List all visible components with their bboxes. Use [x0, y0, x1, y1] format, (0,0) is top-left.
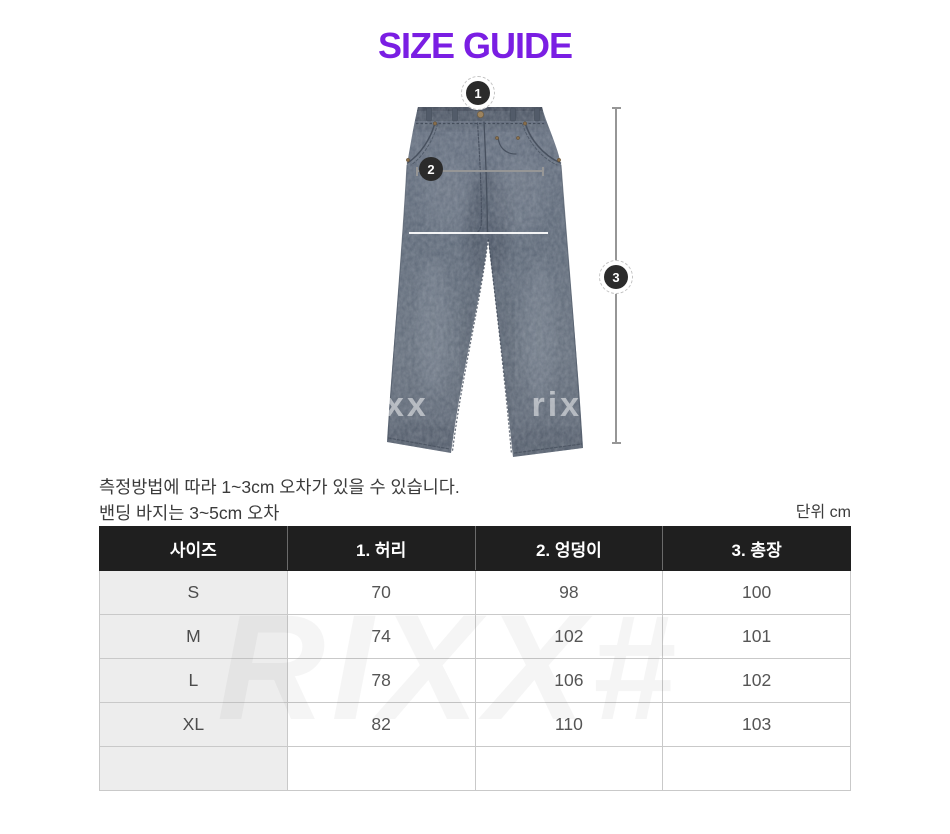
size-guide-page: SIZE GUIDE: [0, 26, 950, 834]
col-header-hip: 2. 엉덩이: [474, 526, 664, 571]
tick: [416, 167, 418, 176]
cell-length: 103: [662, 702, 851, 747]
table-row-empty: [99, 746, 851, 791]
cell-waist: 74: [286, 614, 476, 659]
jeans-photo: [387, 107, 583, 457]
cell-size: S: [99, 570, 288, 615]
col-header-size: 사이즈: [99, 526, 288, 571]
col-header-waist: 1. 허리: [286, 526, 476, 571]
image-watermark-left: xx: [385, 386, 429, 424]
product-figure: 1 2 3 xx rixx: [0, 76, 950, 470]
measurement-notes: 측정방법에 따라 1~3cm 오차가 있을 수 있습니다. 밴딩 바지는 3~5…: [99, 474, 851, 526]
cell-size: XL: [99, 702, 288, 747]
tick: [612, 107, 621, 109]
tick: [612, 442, 621, 444]
marker-2-hip-badge: 2: [419, 157, 443, 181]
table-row: S 70 98 100: [99, 570, 851, 615]
cell-length: 102: [662, 658, 851, 703]
size-table-section: 사이즈 1. 허리 2. 엉덩이 3. 총장 S 70 98 100 M 74 …: [99, 526, 851, 791]
table-row: L 78 106 102: [99, 658, 851, 703]
unit-label: 단위 cm: [795, 504, 851, 521]
note-banding: 밴딩 바지는 3~5cm 오차: [99, 503, 280, 523]
cell-hip: 98: [474, 570, 664, 615]
cell-size: L: [99, 658, 288, 703]
marker-1-waist-badge: 1: [461, 76, 495, 110]
note-tolerance: 측정방법에 따라 1~3cm 오차가 있을 수 있습니다.: [99, 477, 460, 497]
cell-hip: 102: [474, 614, 664, 659]
table-header-row: 사이즈 1. 허리 2. 엉덩이 3. 총장: [99, 526, 851, 571]
cell-waist: 82: [286, 702, 476, 747]
image-watermark: xx rixx: [385, 386, 604, 425]
image-watermark-right: rixx: [531, 386, 604, 424]
cell-hip: [474, 746, 664, 791]
col-header-length: 3. 총장: [662, 526, 851, 571]
cell-waist: [286, 746, 476, 791]
tick: [542, 167, 544, 176]
size-table: 사이즈 1. 허리 2. 엉덩이 3. 총장 S 70 98 100 M 74 …: [99, 526, 851, 791]
cell-length: [662, 746, 851, 791]
cell-hip: 106: [474, 658, 664, 703]
cell-size: [99, 746, 288, 791]
cell-length: 101: [662, 614, 851, 659]
measure-line-waist: [416, 167, 544, 176]
cell-waist: 78: [286, 658, 476, 703]
measure-line-hip: [409, 232, 548, 234]
cell-waist: 70: [286, 570, 476, 615]
table-row: M 74 102 101: [99, 614, 851, 659]
marker-3-length-badge: 3: [599, 260, 633, 294]
cell-hip: 110: [474, 702, 664, 747]
page-title: SIZE GUIDE: [377, 25, 573, 66]
cell-length: 100: [662, 570, 851, 615]
table-row: XL 82 110 103: [99, 702, 851, 747]
cell-size: M: [99, 614, 288, 659]
